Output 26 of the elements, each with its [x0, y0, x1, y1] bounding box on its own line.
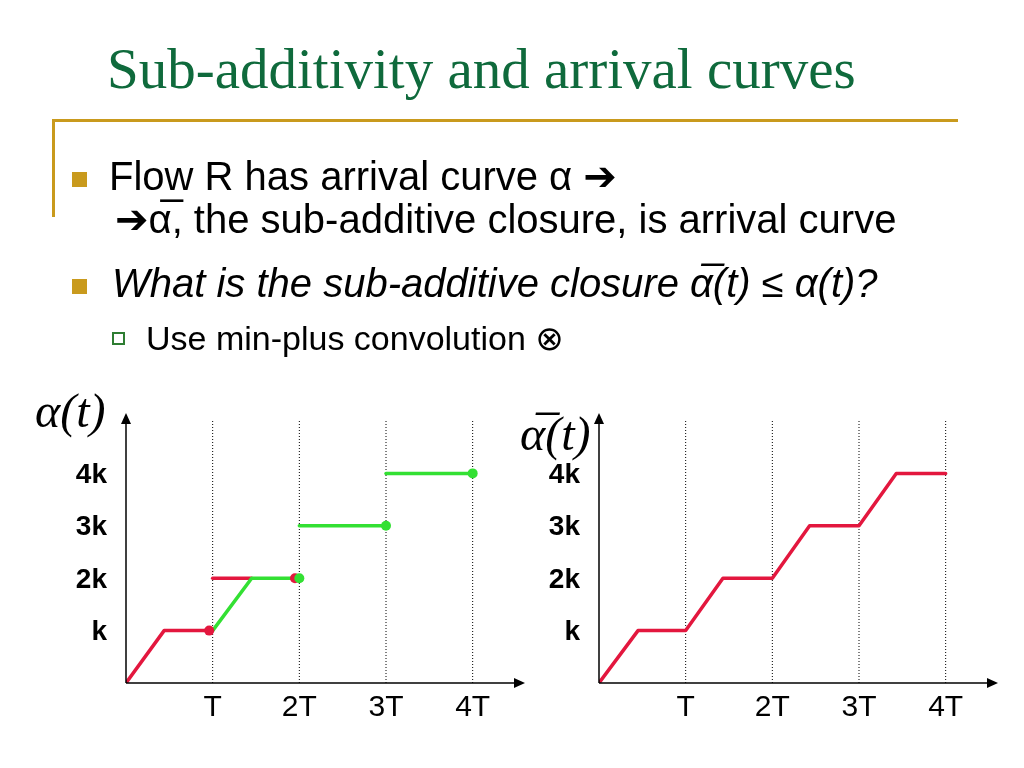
text: ➔α̅, the sub-additive closure, is arrival curve [115, 197, 897, 241]
x-tick-label: 3T [368, 688, 404, 722]
x-tick-label: 4T [928, 688, 964, 722]
point [204, 625, 215, 636]
line-series [599, 471, 948, 683]
y-tick-label: k [91, 615, 108, 647]
x-tick-label: 2T [281, 688, 317, 722]
point [381, 520, 391, 531]
y-tick-label: k [564, 615, 581, 647]
y-axis-title: α(t) [35, 384, 106, 437]
text: What is the sub-additive closure α̅(t) ≤ α(t)? [112, 261, 878, 305]
y-tick-label: 3k [75, 510, 108, 542]
text: Use min-plus convolution ⊗ [146, 319, 564, 357]
y-tick-label: 2k [548, 562, 581, 594]
point [294, 573, 305, 584]
x-tick-label: 3T [841, 688, 877, 722]
y-tick-label: 2k [75, 562, 108, 594]
text: Flow R has arrival curve α ➔ [109, 154, 617, 198]
x-tick-label: T [203, 688, 222, 722]
x-tick-label: 4T [455, 688, 491, 722]
chart-title: Sub-additivity and arrival curves [107, 37, 856, 100]
y-tick-label: 3k [548, 510, 581, 542]
y-tick-label: 4k [75, 457, 108, 489]
x-tick-label: 2T [754, 688, 790, 722]
x-tick-label: T [676, 688, 695, 722]
point [467, 468, 478, 479]
